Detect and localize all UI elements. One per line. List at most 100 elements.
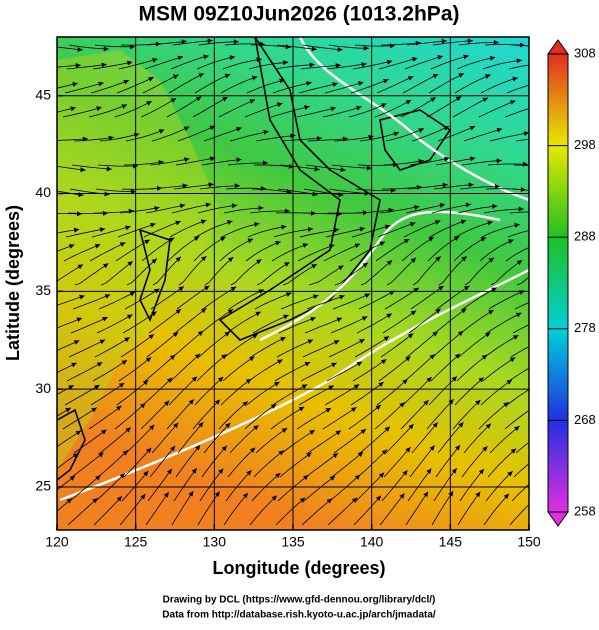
streamline [227, 162, 268, 166]
stream-arrow [306, 81, 312, 86]
streamline [64, 82, 104, 94]
streamline [406, 40, 447, 46]
stream-arrow [80, 167, 86, 173]
streamline [487, 163, 529, 166]
streamline [68, 44, 109, 50]
streamline [202, 286, 237, 310]
stream-arrow [416, 184, 422, 190]
streamline [457, 205, 498, 214]
stream-arrow [69, 475, 76, 481]
stream-arrow [125, 427, 131, 433]
stream-arrow [368, 134, 374, 140]
stream-arrow [338, 265, 344, 271]
streamline [123, 447, 152, 478]
stream-arrow [311, 264, 317, 269]
stream-arrow [181, 39, 187, 45]
streamline [227, 447, 256, 478]
stream-arrow [149, 424, 155, 431]
streamline [62, 106, 102, 118]
stream-arrow [72, 453, 79, 459]
stream-arrow [173, 422, 179, 429]
streamline [281, 429, 316, 454]
stream-arrow [130, 189, 136, 195]
streamline [430, 55, 469, 70]
chart-title: MSM 09Z10Jun2026 (1013.2hPa) [139, 3, 460, 26]
colorbar-tick-label: 298 [574, 137, 596, 152]
streamline [255, 135, 296, 142]
stream-arrow [281, 224, 287, 230]
stream-arrow [178, 286, 184, 292]
stream-arrow [399, 402, 405, 408]
stream-arrow [453, 236, 460, 242]
stream-arrow [357, 81, 364, 87]
stream-arrow [351, 497, 358, 503]
streamline [334, 262, 369, 286]
stream-arrow [469, 125, 476, 131]
stream-arrow [357, 451, 364, 457]
stream-arrow [354, 243, 361, 249]
stream-arrow [482, 446, 488, 452]
streamline [168, 73, 205, 94]
stream-arrow [72, 81, 78, 87]
stream-arrow [487, 220, 493, 226]
streamline [352, 358, 387, 382]
streamline [478, 401, 509, 430]
streamline [66, 361, 103, 382]
stream-arrow [255, 311, 261, 317]
stream-arrow [280, 337, 286, 342]
x-tick-label: 150 [517, 534, 541, 550]
streamline [94, 336, 131, 358]
streamline [461, 445, 488, 478]
stream-arrow [208, 182, 214, 188]
stream-arrow [458, 73, 464, 78]
stream-arrow [96, 362, 103, 367]
streamline [426, 398, 454, 430]
stream-arrow [122, 450, 128, 456]
streamline [252, 314, 289, 334]
streamline [307, 138, 348, 142]
streamline [194, 376, 224, 406]
stream-arrow [304, 105, 310, 110]
stream-arrow [379, 241, 385, 247]
stream-arrow [496, 127, 503, 133]
streamline [412, 256, 441, 286]
streamline [511, 188, 529, 191]
streamline [146, 331, 179, 358]
streamline [172, 330, 204, 358]
stream-arrow [133, 132, 140, 138]
colorbar [547, 53, 569, 513]
streamline [88, 104, 128, 118]
streamline [57, 212, 82, 215]
coastline [379, 109, 452, 171]
streamline [436, 285, 470, 310]
stream-arrow [99, 339, 106, 345]
stream-arrow [91, 407, 97, 413]
streamline [381, 42, 421, 46]
stream-arrow [392, 162, 398, 168]
streamline [57, 46, 83, 51]
streamline [256, 261, 290, 286]
streamline [331, 164, 372, 169]
streamline [218, 99, 256, 118]
streamline [433, 184, 474, 190]
streamline [246, 381, 280, 406]
stream-arrow [478, 377, 484, 383]
stream-arrow [98, 452, 104, 458]
y-tick-label: 30 [35, 380, 51, 396]
contour [259, 210, 501, 342]
streamline [73, 429, 107, 454]
stream-arrow [465, 202, 471, 208]
streamline [247, 226, 287, 238]
streamline [199, 468, 224, 502]
stream-arrow [151, 258, 157, 264]
stream-arrow [451, 376, 457, 382]
streamline [306, 295, 345, 310]
stream-arrow [94, 243, 101, 249]
streamline [401, 236, 435, 262]
stream-arrow [75, 63, 81, 69]
streamline [168, 376, 198, 406]
stream-arrow [536, 472, 543, 479]
stream-arrow [95, 475, 101, 481]
stream-arrow [509, 357, 516, 363]
stream-arrow [383, 78, 389, 84]
